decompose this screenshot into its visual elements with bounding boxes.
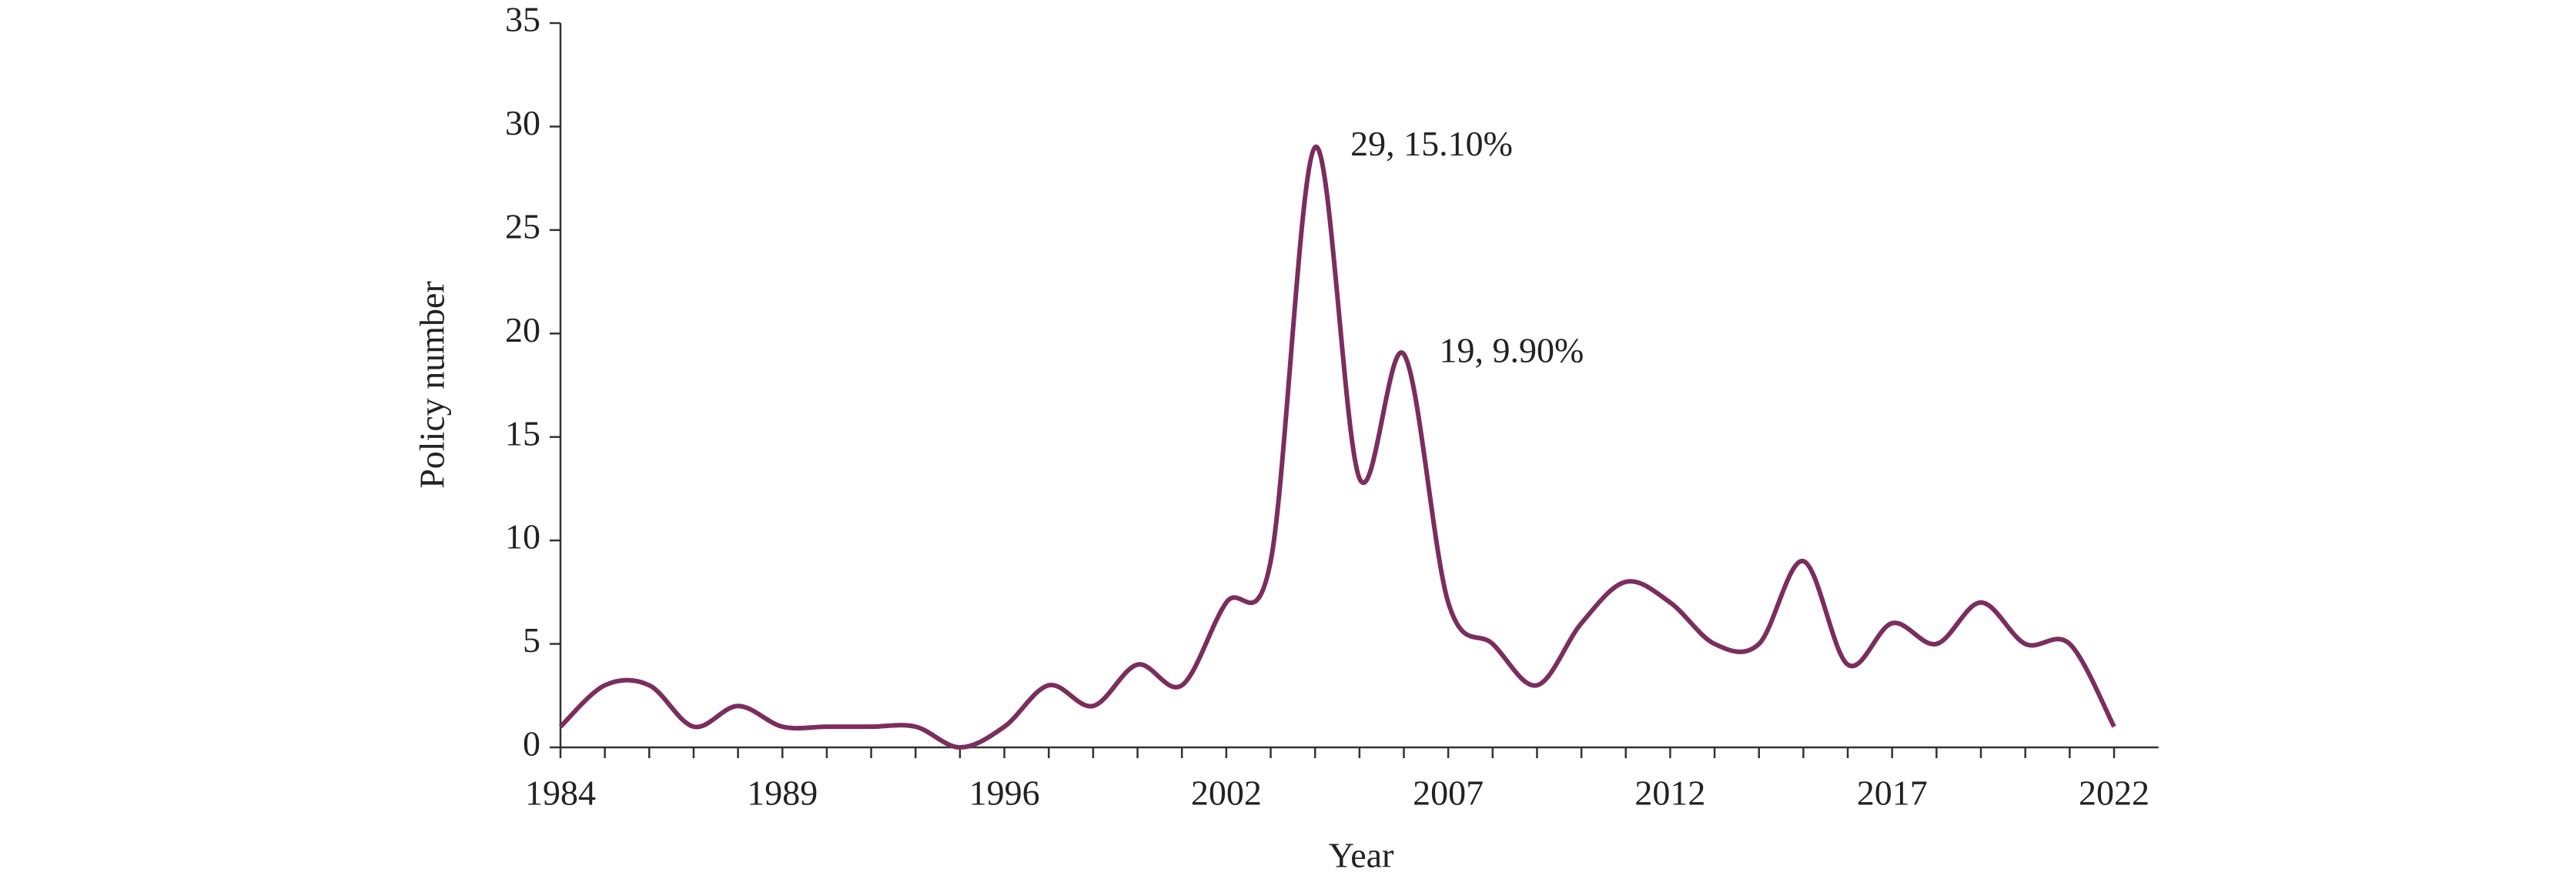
- x-tick-label: 2012: [1634, 774, 1705, 813]
- x-tick-label: 2022: [2079, 774, 2149, 813]
- x-tick-label: 2002: [1191, 774, 1262, 813]
- y-tick-label: 30: [505, 103, 540, 142]
- data-line: [558, 145, 2116, 750]
- y-tick-label: 10: [505, 517, 540, 556]
- x-tick-label: 2017: [1857, 774, 1928, 813]
- x-tick-label: 1989: [747, 774, 818, 813]
- x-tick-label: 1996: [969, 774, 1040, 813]
- data-label: 19, 9.90%: [1439, 331, 1584, 370]
- y-tick-label: 35: [505, 0, 540, 39]
- data-label: 29, 15.10%: [1350, 124, 1513, 163]
- x-tick-label: 1984: [525, 774, 596, 813]
- y-axis-title: Policy number: [413, 281, 452, 489]
- y-tick-label: 20: [505, 310, 540, 349]
- y-tick-label: 15: [505, 413, 540, 453]
- y-tick-label: 0: [523, 724, 540, 764]
- x-tick-label: 2007: [1413, 774, 1484, 813]
- y-tick-label: 5: [523, 620, 540, 660]
- x-axis-title: Year: [1329, 836, 1394, 875]
- y-tick-label: 25: [505, 206, 540, 246]
